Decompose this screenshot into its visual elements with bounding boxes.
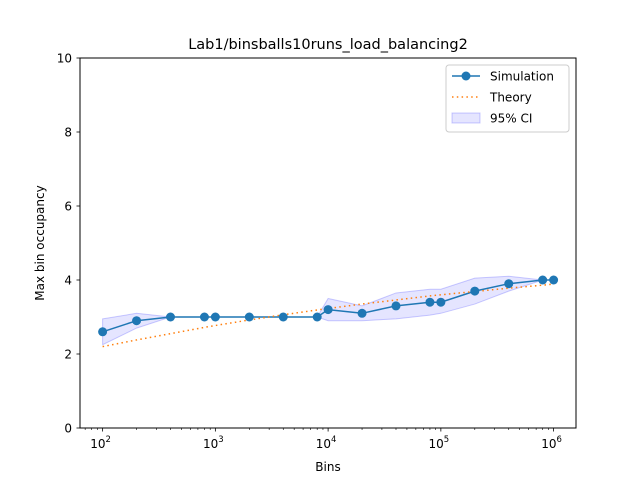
simulation-point: [436, 297, 446, 307]
simulation-point: [199, 312, 209, 322]
x-tick-label: 104: [316, 435, 337, 451]
x-tick-label: 103: [203, 435, 224, 451]
legend: Simulation Theory 95% CI: [445, 64, 570, 133]
x-tick-label: 105: [429, 435, 450, 451]
simulation-point: [391, 301, 401, 311]
simulation-point: [312, 312, 322, 322]
legend-theory-label: Theory: [489, 91, 532, 105]
simulation-point: [549, 275, 559, 285]
y-tick-label: 8: [64, 126, 72, 140]
x-tick-label: 102: [90, 435, 111, 451]
legend-ci-label: 95% CI: [490, 112, 532, 126]
x-axis: 102 103 104 105 106: [84, 428, 562, 451]
simulation-point: [538, 275, 548, 285]
y-tick-label: 0: [64, 422, 72, 436]
simulation-point: [470, 286, 480, 296]
legend-box: [445, 64, 570, 133]
simulation-point: [357, 308, 367, 318]
y-axis: 0 2 4 6 8 10: [57, 52, 80, 436]
simulation-point: [166, 312, 175, 322]
plot-area: [98, 275, 559, 348]
simulation-point: [132, 316, 142, 326]
chart-title: Lab1/binsballs10runs_load_balancing2: [188, 37, 468, 53]
simulation-point: [323, 305, 333, 315]
legend-ci-swatch: [451, 112, 481, 124]
x-tick-label: 106: [541, 435, 562, 451]
y-axis-label: Max bin occupancy: [33, 185, 47, 300]
y-tick-label: 4: [64, 274, 72, 288]
y-tick-label: 10: [57, 52, 72, 66]
legend-simulation-label: Simulation: [490, 70, 554, 84]
legend-simulation-marker: [461, 71, 471, 81]
y-tick-label: 6: [64, 200, 72, 214]
y-tick-label: 2: [64, 348, 72, 362]
simulation-point: [98, 327, 108, 337]
theory-line: [102, 283, 554, 348]
simulation-point: [210, 312, 220, 322]
simulation-point: [425, 297, 435, 307]
x-axis-label: Bins: [315, 460, 340, 474]
simulation-point: [278, 312, 288, 322]
simulation-point: [504, 279, 514, 289]
simulation-point: [244, 312, 254, 322]
